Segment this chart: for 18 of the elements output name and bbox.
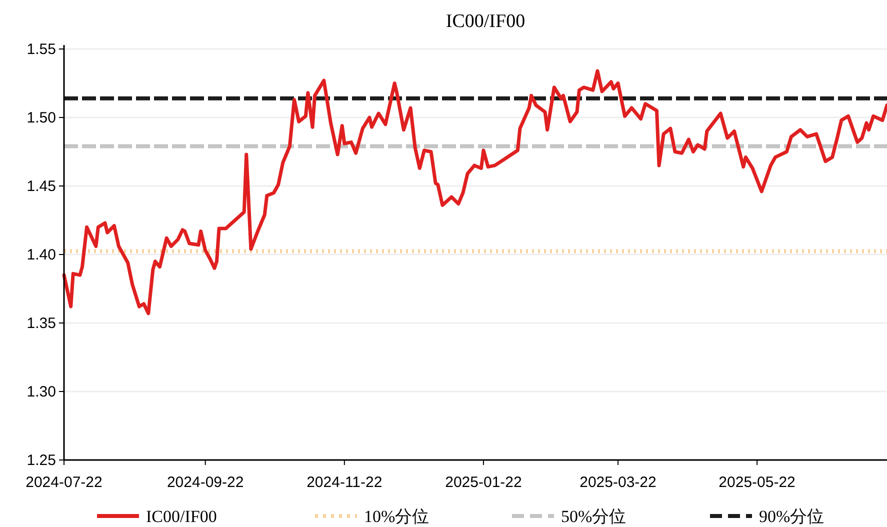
y-tick-label: 1.35 [26,315,56,332]
x-tick-label: 2025-05-22 [718,474,796,491]
x-tick-label: 2025-01-22 [445,474,522,491]
title: IC00/IF00 [446,11,526,32]
y-tick-label: 1.50 [26,110,56,126]
legend-label: 90%分位 [759,507,824,526]
y-tick-label: 1.45 [26,178,56,195]
x-tick-label: 2024-07-22 [26,474,102,491]
x-tick-label: 2024-09-22 [166,474,244,491]
x-tick-label: 2024-11-22 [306,474,382,491]
x-tick-label: 2025-03-22 [580,474,656,491]
legend-label: IC00/IF00 [146,507,217,526]
y-tick-label: 1.30 [26,384,56,400]
y-tick-label: 1.25 [26,452,56,469]
y-tick-label: 1.55 [26,41,56,58]
y-tick-label: 1.40 [26,246,56,264]
legend-label: 10%分位 [364,507,430,526]
legend-label: 50%分位 [561,507,626,526]
